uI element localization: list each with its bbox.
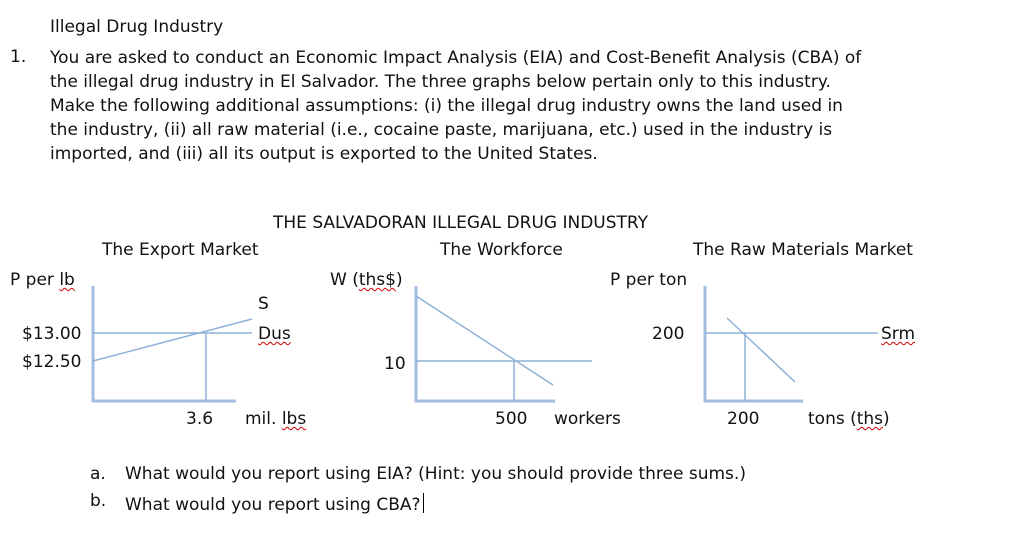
spellcheck-word: ths$ — [358, 270, 396, 290]
document-heading: Illegal Drug Industry — [50, 17, 224, 37]
workforce-title: The Workforce — [440, 240, 563, 260]
raw-materials-title: The Raw Materials Market — [693, 240, 913, 260]
item-number: 1. — [10, 47, 27, 67]
spellcheck-word: lbs — [281, 409, 307, 429]
export-xlabel: mil. lbs — [245, 411, 306, 428]
workforce-ytick: 10 — [384, 354, 406, 374]
paragraph-line: the illegal drug industry in El Salvador… — [50, 72, 831, 92]
raw-xlabel: tons (ths) — [808, 411, 890, 428]
dus-text: Dus — [258, 324, 291, 344]
question-text[interactable]: What would you report using CBA? — [125, 493, 424, 514]
export-market-title: The Export Market — [102, 240, 259, 260]
raw-demand — [726, 317, 796, 383]
spellcheck-word: ths — [856, 409, 884, 429]
raw-ylabel: P per ton — [610, 270, 688, 290]
export-curve-label-s: S — [258, 294, 269, 314]
paragraph-line: Make the following additional assumption… — [50, 96, 843, 116]
spellcheck-word: lb — [59, 270, 75, 290]
workforce-labor-demand — [415, 295, 554, 386]
workforce-ylabel-text: W (ths$) — [330, 270, 403, 290]
paragraph-line: the industry, (ii) all raw material (i.e… — [50, 120, 833, 140]
figure-title: THE SALVADORAN ILLEGAL DRUG INDUSTRY — [273, 213, 649, 233]
text-cursor — [422, 493, 424, 513]
export-curve-label-dus: Dus — [258, 326, 291, 343]
srm-text: Srm — [881, 324, 916, 344]
export-xlabel-text: mil. lbs — [245, 409, 307, 429]
export-ylabel: P per lb — [10, 272, 75, 289]
raw-xtick: 200 — [727, 409, 760, 429]
question-letter: a. — [90, 464, 106, 484]
raw-ytick: 200 — [652, 324, 685, 344]
raw-xlabel-text: tons (ths) — [808, 409, 890, 429]
workforce-ylabel: W (ths$) — [330, 272, 403, 289]
raw-curve-label-srm: Srm — [881, 326, 915, 343]
question-letter: b. — [90, 491, 107, 511]
paragraph-line: imported, and (iii) all its output is ex… — [50, 144, 598, 164]
export-supply-s — [92, 318, 253, 362]
workforce-xlabel: workers — [554, 409, 621, 429]
export-ylabel-text: P per lb — [10, 270, 75, 290]
question-b-text: What would you report using CBA? — [125, 495, 421, 515]
workforce-xtick: 500 — [495, 409, 528, 429]
paragraph-line: You are asked to conduct an Economic Imp… — [50, 48, 862, 68]
export-ytick: $13.00 — [22, 324, 82, 344]
problem-paragraph: You are asked to conduct an Economic Imp… — [50, 46, 1010, 166]
question-text: What would you report using EIA? (Hint: … — [125, 464, 746, 484]
export-xtick: 3.6 — [186, 409, 214, 429]
export-ytick: $12.50 — [22, 352, 82, 372]
